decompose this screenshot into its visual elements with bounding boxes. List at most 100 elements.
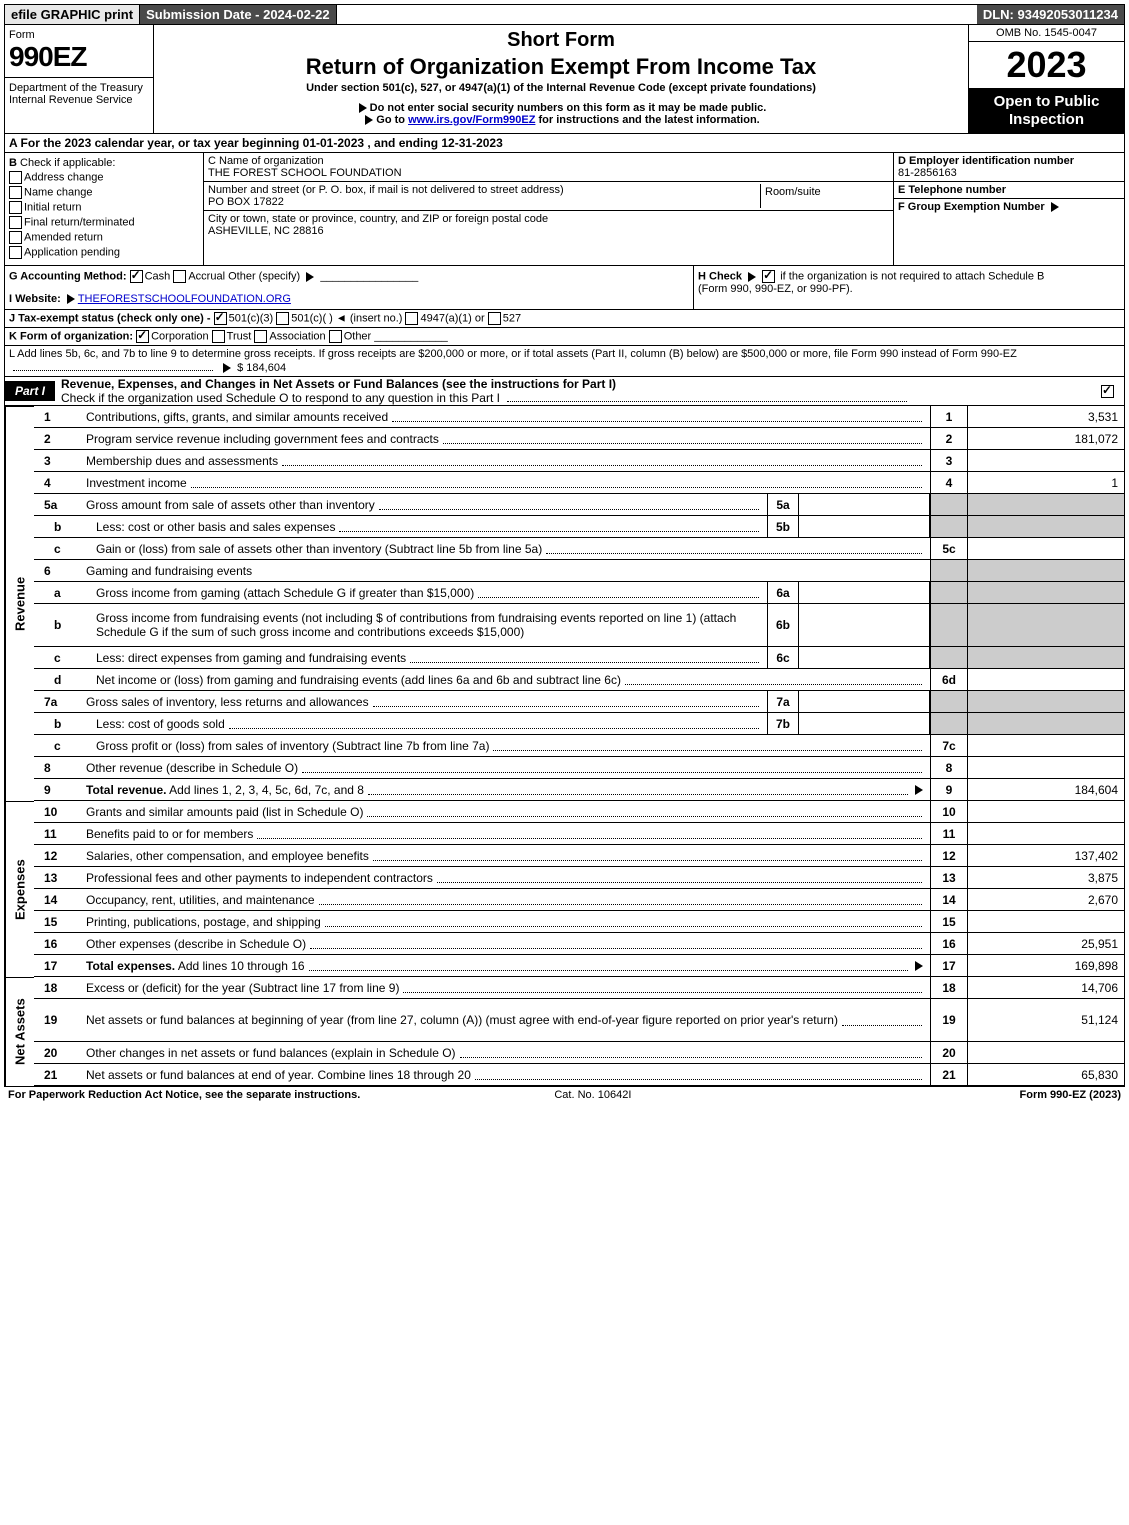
right-line-number: 10 bbox=[930, 801, 967, 822]
chk-schedule-o[interactable] bbox=[1101, 385, 1114, 398]
right-line-number: 16 bbox=[930, 933, 967, 954]
line-number: d bbox=[34, 673, 92, 687]
line-number: 1 bbox=[34, 410, 82, 424]
arrow-icon bbox=[306, 272, 314, 282]
line-number: 13 bbox=[34, 871, 82, 885]
chk-accrual[interactable] bbox=[173, 270, 186, 283]
line-description: Gross income from fundraising events (no… bbox=[92, 609, 767, 641]
subline-value bbox=[799, 582, 930, 603]
submission-date-button[interactable]: Submission Date - 2024-02-22 bbox=[140, 5, 337, 24]
right-line-value: 184,604 bbox=[967, 779, 1124, 800]
right-line-value bbox=[967, 757, 1124, 778]
line-1: 1Contributions, gifts, grants, and simil… bbox=[34, 406, 1124, 428]
right-line-value bbox=[967, 691, 1124, 712]
right-line-number: 4 bbox=[930, 472, 967, 493]
subline-number: 6c bbox=[767, 647, 799, 668]
efile-print-button[interactable]: efile GRAPHIC print bbox=[5, 5, 140, 24]
line-c: cGain or (loss) from sale of assets othe… bbox=[34, 538, 1124, 560]
subline-value bbox=[799, 691, 930, 712]
line-2: 2Program service revenue including gover… bbox=[34, 428, 1124, 450]
top-bar: efile GRAPHIC print Submission Date - 20… bbox=[4, 4, 1125, 25]
line-description: Salaries, other compensation, and employ… bbox=[82, 847, 930, 865]
chk-initial-return[interactable]: Initial return bbox=[9, 201, 199, 214]
line-c: cGross profit or (loss) from sales of in… bbox=[34, 735, 1124, 757]
line-description: Other changes in net assets or fund bala… bbox=[82, 1044, 930, 1062]
right-line-number bbox=[930, 494, 967, 515]
chk-trust[interactable] bbox=[212, 330, 225, 343]
dept-irs: Internal Revenue Service bbox=[9, 94, 149, 106]
g-label: G Accounting Method: bbox=[9, 270, 127, 282]
right-line-number bbox=[930, 582, 967, 603]
warning-ssn: Do not enter social security numbers on … bbox=[370, 102, 767, 114]
netassets-section: Net Assets 18Excess or (deficit) for the… bbox=[5, 977, 1124, 1086]
line-d: dNet income or (loss) from gaming and fu… bbox=[34, 669, 1124, 691]
right-line-number: 21 bbox=[930, 1064, 967, 1085]
website-link[interactable]: THEFORESTSCHOOLFOUNDATION.ORG bbox=[78, 293, 291, 305]
chk-application-pending[interactable]: Application pending bbox=[9, 246, 199, 259]
l-amount: $ 184,604 bbox=[237, 362, 286, 374]
line-description: Professional fees and other payments to … bbox=[82, 869, 930, 887]
right-line-number: 3 bbox=[930, 450, 967, 471]
chk-527[interactable] bbox=[488, 312, 501, 325]
line-description: Excess or (deficit) for the year (Subtra… bbox=[82, 979, 930, 997]
chk-schedule-b[interactable] bbox=[762, 270, 775, 283]
chk-amended-return[interactable]: Amended return bbox=[9, 231, 199, 244]
right-line-value: 181,072 bbox=[967, 428, 1124, 449]
right-line-value: 25,951 bbox=[967, 933, 1124, 954]
footer-cat-no: Cat. No. 10642I bbox=[554, 1089, 631, 1101]
chk-address-change[interactable]: Address change bbox=[9, 171, 199, 184]
chk-501c3[interactable] bbox=[214, 312, 227, 325]
chk-association[interactable] bbox=[254, 330, 267, 343]
street-label: Number and street (or P. O. box, if mail… bbox=[208, 184, 760, 196]
l-text: L Add lines 5b, 6c, and 7b to line 9 to … bbox=[9, 348, 1017, 360]
row-g-h: G Accounting Method: Cash Accrual Other … bbox=[5, 266, 1124, 310]
line-number: 17 bbox=[34, 959, 82, 973]
chk-cash[interactable] bbox=[130, 270, 143, 283]
line-7a: 7aGross sales of inventory, less returns… bbox=[34, 691, 1124, 713]
row-j: J Tax-exempt status (check only one) - 5… bbox=[5, 310, 1124, 328]
goto-instructions: Go to www.irs.gov/Form990EZ for instruct… bbox=[376, 114, 759, 126]
accrual-label: Accrual bbox=[188, 270, 225, 282]
dept-treasury: Department of the Treasury bbox=[9, 82, 149, 94]
i-label: I Website: bbox=[9, 293, 61, 305]
right-line-value bbox=[967, 494, 1124, 515]
right-line-value: 169,898 bbox=[967, 955, 1124, 976]
line-description: Gross income from gaming (attach Schedul… bbox=[92, 584, 767, 602]
right-line-number bbox=[930, 560, 967, 581]
right-line-number: 2 bbox=[930, 428, 967, 449]
right-line-value bbox=[967, 516, 1124, 537]
line-description: Membership dues and assessments bbox=[82, 452, 930, 470]
line-description: Gross profit or (loss) from sales of inv… bbox=[92, 737, 930, 755]
h-text2: if the organization is not required to a… bbox=[780, 270, 1044, 282]
right-line-value: 3,531 bbox=[967, 406, 1124, 427]
subline-number: 7a bbox=[767, 691, 799, 712]
chk-4947[interactable] bbox=[405, 312, 418, 325]
chk-name-change[interactable]: Name change bbox=[9, 186, 199, 199]
line-description: Total expenses. Add lines 10 through 16 bbox=[82, 957, 930, 975]
line-20: 20Other changes in net assets or fund ba… bbox=[34, 1042, 1124, 1064]
chk-501c[interactable] bbox=[276, 312, 289, 325]
right-line-value bbox=[967, 604, 1124, 646]
header-middle: Short Form Return of Organization Exempt… bbox=[154, 25, 968, 133]
right-line-value bbox=[967, 801, 1124, 822]
row-l: L Add lines 5b, 6c, and 7b to line 9 to … bbox=[5, 346, 1124, 377]
section-b-c-def: B Check if applicable: Address change Na… bbox=[5, 153, 1124, 266]
chk-other-org[interactable] bbox=[329, 330, 342, 343]
right-line-value bbox=[967, 911, 1124, 932]
right-line-value bbox=[967, 538, 1124, 559]
part1-check-line: Check if the organization used Schedule … bbox=[61, 391, 500, 405]
header-right: OMB No. 1545-0047 2023 Open to Public In… bbox=[968, 25, 1124, 133]
chk-final-return[interactable]: Final return/terminated bbox=[9, 216, 199, 229]
line-3: 3Membership dues and assessments3 bbox=[34, 450, 1124, 472]
irs-link[interactable]: www.irs.gov/Form990EZ bbox=[408, 114, 535, 126]
h-text3: (Form 990, 990-EZ, or 990-PF). bbox=[698, 283, 853, 295]
chk-corporation[interactable] bbox=[136, 330, 149, 343]
line-16: 16Other expenses (describe in Schedule O… bbox=[34, 933, 1124, 955]
right-line-number: 19 bbox=[930, 999, 967, 1041]
cash-label: Cash bbox=[145, 270, 171, 282]
line-description: Less: direct expenses from gaming and fu… bbox=[92, 649, 767, 667]
arrow-icon bbox=[223, 363, 231, 373]
city-value: ASHEVILLE, NC 28816 bbox=[208, 225, 889, 237]
right-line-number: 15 bbox=[930, 911, 967, 932]
line-12: 12Salaries, other compensation, and empl… bbox=[34, 845, 1124, 867]
